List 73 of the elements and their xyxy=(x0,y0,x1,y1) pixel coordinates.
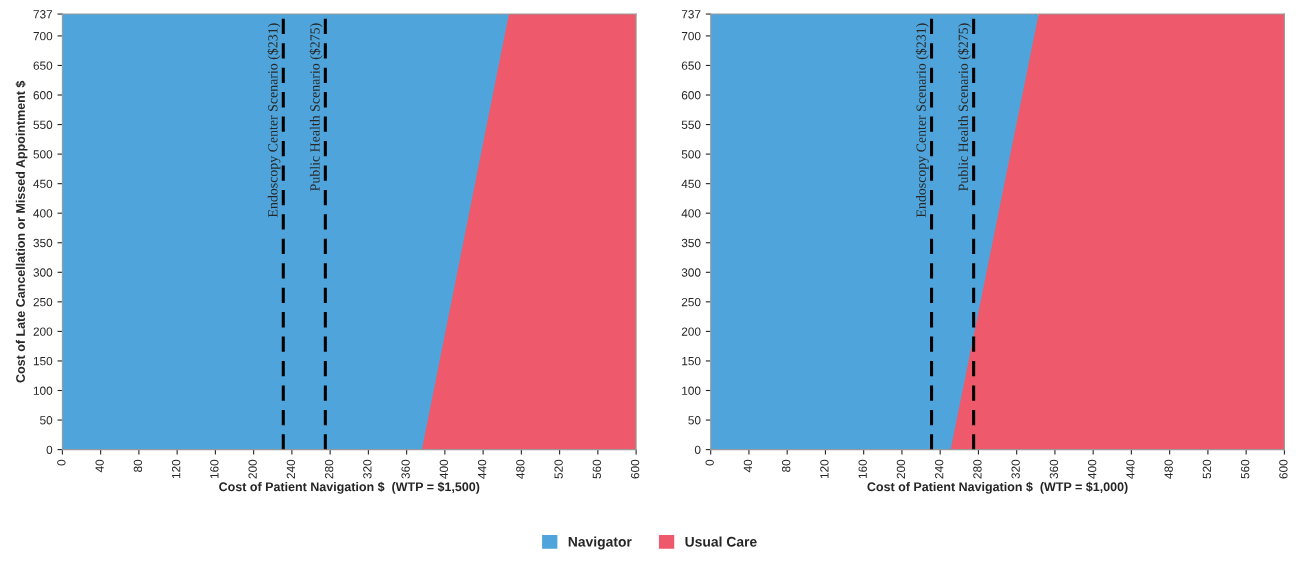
y-tick-label: 350 xyxy=(681,238,701,248)
x-axis-title: Cost of Patient Navigation $ (WTP = $1,500) xyxy=(219,481,480,494)
x-tick-label: 40 xyxy=(743,459,753,473)
y-tick-label: 700 xyxy=(681,31,701,41)
y-tick-label: 400 xyxy=(681,209,701,218)
x-tick-label: 80 xyxy=(781,459,791,472)
y-tick-label: 100 xyxy=(682,386,701,395)
y-tick-label: 700 xyxy=(33,31,53,41)
y-tick-label: 200 xyxy=(681,327,701,336)
x-tick-label: 480 xyxy=(516,459,525,479)
y-tick-label: 500 xyxy=(681,150,701,159)
x-tick-label: 160 xyxy=(210,459,219,479)
x-tick-label: 520 xyxy=(554,459,563,479)
x-tick-label: 600 xyxy=(630,459,640,479)
x-tick-label: 560 xyxy=(592,459,602,479)
x-tick-label: 80 xyxy=(133,459,143,472)
x-tick-label: 240 xyxy=(934,459,944,479)
y-tick-label: 250 xyxy=(681,297,701,307)
x-tick-label: 440 xyxy=(1126,459,1135,479)
x-tick-label: 320 xyxy=(363,459,372,479)
y-tick-label: 450 xyxy=(33,179,53,189)
x-tick-label: 0 xyxy=(705,459,714,466)
y-tick-label: 150 xyxy=(682,356,701,366)
x-tick-label: 360 xyxy=(401,459,410,479)
x-tick-label: 200 xyxy=(248,459,257,479)
x-tick-label: 120 xyxy=(171,459,181,479)
x-tick-label: 480 xyxy=(1164,459,1173,479)
legend-label: Usual Care xyxy=(685,536,757,547)
y-axis-title: Cost of Late Cancellation or Missed Appointment $ xyxy=(15,80,28,383)
y-tick-label: 500 xyxy=(33,150,53,159)
x-tick-label: 440 xyxy=(477,459,487,479)
ref-line-label: Public Health Scenario ($275) xyxy=(957,23,971,191)
x-tick-label: 400 xyxy=(439,459,449,479)
ref-line-label: Public Health Scenario ($275) xyxy=(309,23,323,191)
y-tick-label: 650 xyxy=(33,61,53,70)
y-tick-label: 737 xyxy=(33,10,53,19)
y-tick-label: 650 xyxy=(681,61,701,70)
x-tick-label: 160 xyxy=(858,459,867,479)
ref-line-label: Endoscopy Center Scenario ($231) xyxy=(915,23,929,218)
x-tick-label: 280 xyxy=(973,459,982,479)
x-tick-label: 520 xyxy=(1202,459,1212,479)
y-tick-label: 550 xyxy=(681,120,701,129)
y-tick-label: 737 xyxy=(681,10,701,19)
x-tick-label: 360 xyxy=(1049,459,1059,479)
y-tick-label: 400 xyxy=(33,209,53,218)
y-tick-label: 450 xyxy=(681,179,701,189)
y-tick-label: 600 xyxy=(681,91,701,100)
y-tick-label: 0 xyxy=(46,445,53,454)
ref-line-label: Endoscopy Center Scenario ($231) xyxy=(267,23,281,218)
y-tick-label: 100 xyxy=(33,386,53,395)
y-tick-label: 600 xyxy=(33,91,53,100)
x-tick-label: 320 xyxy=(1011,459,1020,479)
x-axis-title: Cost of Patient Navigation $ (WTP = $1,000) xyxy=(867,481,1128,494)
y-tick-label: 300 xyxy=(681,268,701,277)
y-tick-label: 50 xyxy=(688,416,701,425)
y-tick-label: 350 xyxy=(33,238,53,248)
y-tick-label: 150 xyxy=(33,356,53,366)
y-tick-label: 550 xyxy=(33,120,53,129)
x-tick-label: 600 xyxy=(1279,459,1288,479)
y-tick-label: 50 xyxy=(40,416,53,425)
x-tick-label: 40 xyxy=(95,459,104,473)
y-tick-label: 250 xyxy=(33,297,53,307)
y-tick-label: 300 xyxy=(33,268,53,277)
x-tick-label: 0 xyxy=(57,459,66,466)
y-tick-label: 200 xyxy=(33,327,53,336)
x-tick-label: 280 xyxy=(324,459,334,479)
x-tick-label: 240 xyxy=(286,459,296,479)
x-tick-label: 120 xyxy=(820,459,829,479)
y-tick-label: 0 xyxy=(694,445,701,454)
x-tick-label: 400 xyxy=(1087,459,1097,479)
x-tick-label: 560 xyxy=(1240,459,1250,479)
x-tick-label: 200 xyxy=(896,459,906,479)
legend-label: Navigator xyxy=(568,536,632,550)
